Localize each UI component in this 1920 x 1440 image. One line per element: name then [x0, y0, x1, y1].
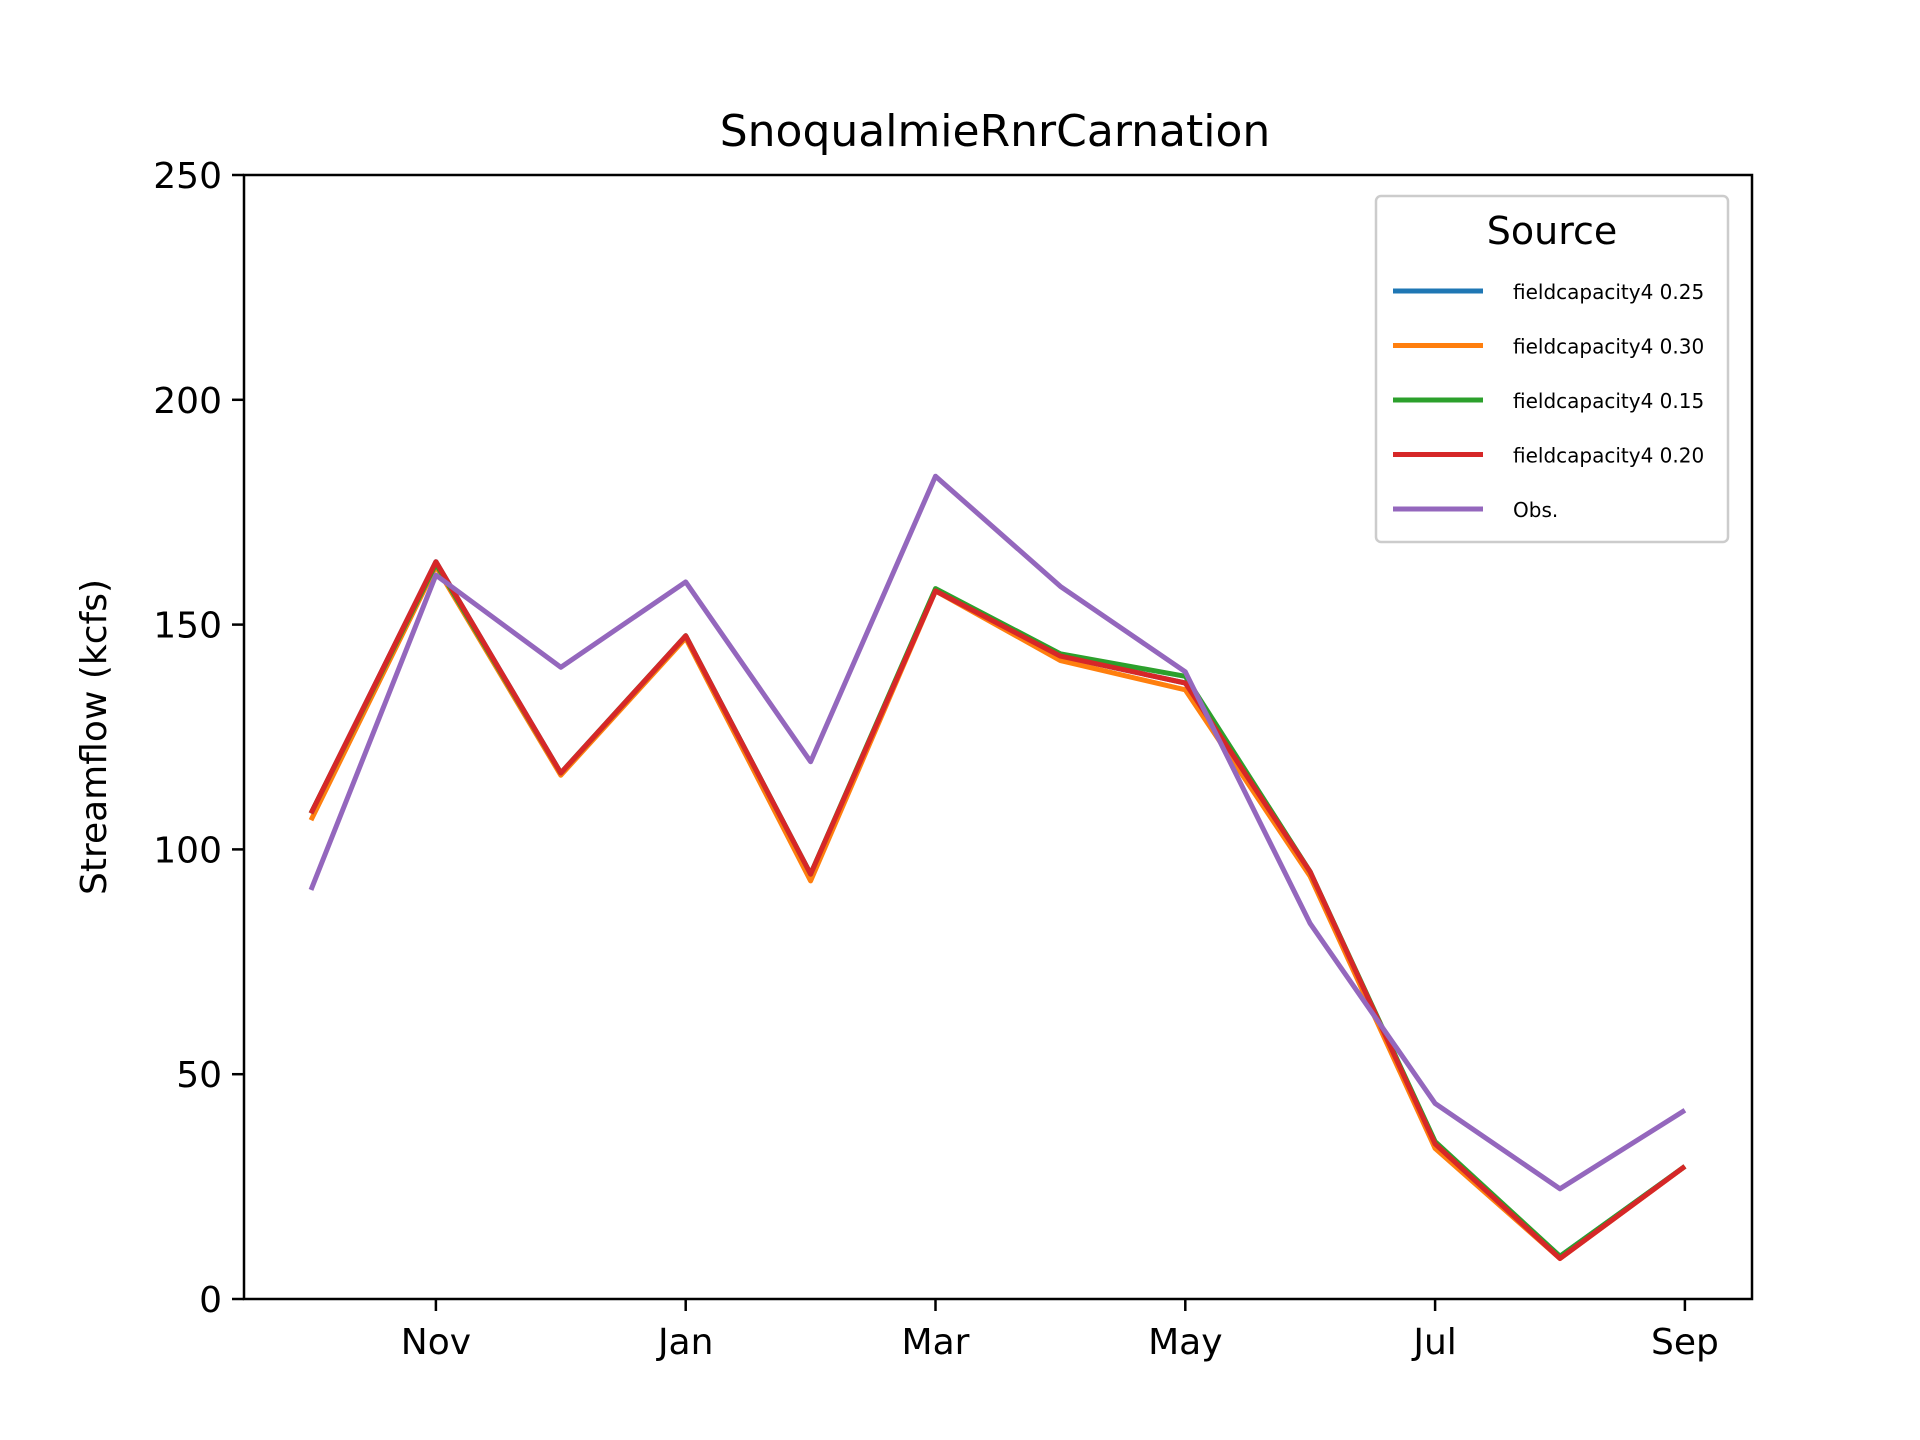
plot-frame: [242, 173, 1754, 1301]
legend-label-1: fieldcapacity4 0.30: [1513, 335, 1704, 359]
legend-label-4: Obs.: [1513, 498, 1558, 522]
chart-title: SnoqualmieRnrCarnation: [720, 106, 1271, 157]
y-axis-label: Streamflow (kcfs): [74, 579, 115, 895]
plot-area: [308, 473, 1687, 1261]
series-line-4: [308, 473, 1687, 1192]
legend-entries: fieldcapacity4 0.25 fieldcapacity4 0.30 fi…: [1393, 280, 1704, 522]
legend-label-2: fieldcapacity4 0.15: [1513, 389, 1704, 413]
y-tick-label: 0: [199, 1280, 222, 1321]
y-tick-label: 100: [153, 830, 222, 871]
x-tick-label: Mar: [902, 1322, 970, 1363]
legend: Source fieldcapacity4 0.25fieldcapacity4…: [1374, 194, 1730, 544]
x-tick-label: Sep: [1651, 1322, 1719, 1363]
y-tick-label: 250: [153, 156, 222, 197]
x-tick-label: Jul: [1411, 1322, 1456, 1363]
x-tick-label: May: [1148, 1322, 1222, 1363]
x-tick-label: Nov: [401, 1322, 471, 1363]
y-tick-label: 200: [153, 381, 222, 422]
y-tick-label: 150: [153, 606, 222, 647]
x-axis: Nov Jan Mar May Jul Sep: [401, 1299, 1719, 1363]
legend-label-0: fieldcapacity4 0.25: [1513, 280, 1704, 304]
legend-label-3: fieldcapacity4 0.20: [1513, 444, 1704, 468]
series-line-3: [308, 559, 1687, 1261]
y-tick-label: 50: [176, 1055, 222, 1096]
legend-title: Source: [1487, 209, 1618, 253]
x-tick-label: Jan: [656, 1322, 714, 1363]
y-axis: 0 50 100 150 200 250: [153, 156, 244, 1321]
